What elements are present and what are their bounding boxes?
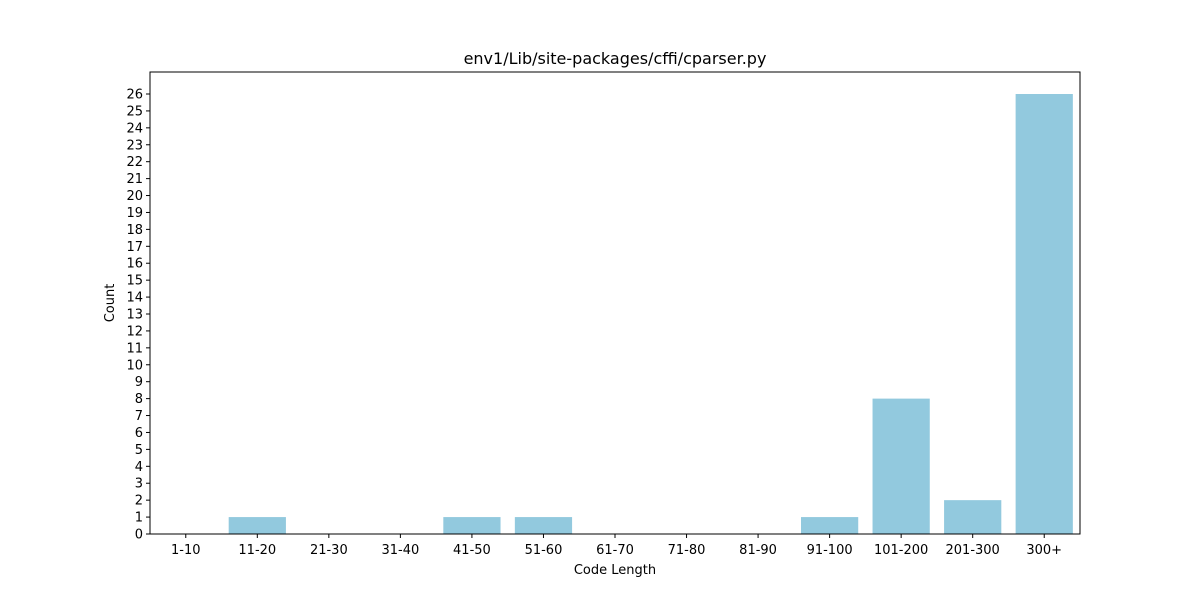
- y-tick-label: 0: [135, 528, 143, 543]
- y-tick-label: 17: [126, 240, 143, 255]
- x-tick-label: 81-90: [739, 543, 777, 558]
- x-tick-label: 71-80: [668, 543, 706, 558]
- plot-frame: [149, 71, 1081, 535]
- chart-title: env1/Lib/site-packages/cffi/cparser.py: [464, 49, 767, 68]
- plot-area: 1-10 11-20 21-30 31-40 41-50 51-60 61-70 71-80 8…: [126, 71, 1081, 558]
- y-tick-label: 4: [135, 460, 143, 475]
- y-tick-label: 9: [135, 375, 143, 390]
- x-tick-label: 101-200: [874, 543, 928, 558]
- y-tick-label: 25: [126, 104, 143, 119]
- bar-11-20: [228, 517, 286, 534]
- x-tick-label: 201-300: [946, 543, 1000, 558]
- y-tick-label: 8: [135, 392, 143, 407]
- y-tick-label: 24: [126, 121, 143, 136]
- y-tick-label: 18: [126, 223, 143, 238]
- y-tick-label: 10: [126, 358, 143, 373]
- x-tick-label: 31-40: [381, 543, 419, 558]
- x-tick-label: 61-70: [596, 543, 634, 558]
- y-tick-label: 20: [126, 189, 143, 204]
- x-tick-label: 300+: [1026, 543, 1062, 558]
- bar-41-50: [443, 517, 501, 534]
- y-tick-label: 15: [126, 274, 143, 289]
- y-tick-label: 22: [126, 155, 143, 170]
- y-tick-label: 12: [126, 324, 143, 339]
- y-tick-label: 13: [126, 308, 143, 323]
- y-tick-label: 26: [126, 88, 143, 103]
- x-tick-label: 51-60: [525, 543, 563, 558]
- x-tick-label: 11-20: [238, 543, 276, 558]
- y-tick-label: 21: [126, 172, 143, 187]
- x-tick-label: 1-10: [171, 543, 201, 558]
- bar-300+: [1015, 94, 1073, 534]
- y-tick-label: 7: [135, 409, 143, 424]
- y-tick-label: 1: [135, 511, 143, 526]
- x-tick-label: 91-100: [807, 543, 853, 558]
- bar-101-200: [872, 398, 930, 534]
- y-tick-label: 2: [135, 494, 143, 509]
- bar-51-60: [514, 517, 573, 534]
- x-tick-label: 41-50: [453, 543, 491, 558]
- y-tick-label: 23: [126, 138, 143, 153]
- y-tick-label: 11: [126, 341, 143, 356]
- y-tick-label: 5: [135, 443, 143, 458]
- y-axis-label: Count: [103, 284, 118, 323]
- x-axis-label: Code Length: [574, 563, 656, 578]
- y-tick-label: 3: [135, 477, 143, 492]
- bar-91-100: [801, 517, 859, 534]
- y-tick-label: 19: [126, 206, 143, 221]
- y-tick-label: 16: [126, 257, 143, 272]
- y-tick-label: 6: [135, 426, 143, 441]
- x-tick-label: 21-30: [310, 543, 348, 558]
- y-tick-label: 14: [126, 291, 143, 306]
- bar-201-300: [944, 500, 1002, 534]
